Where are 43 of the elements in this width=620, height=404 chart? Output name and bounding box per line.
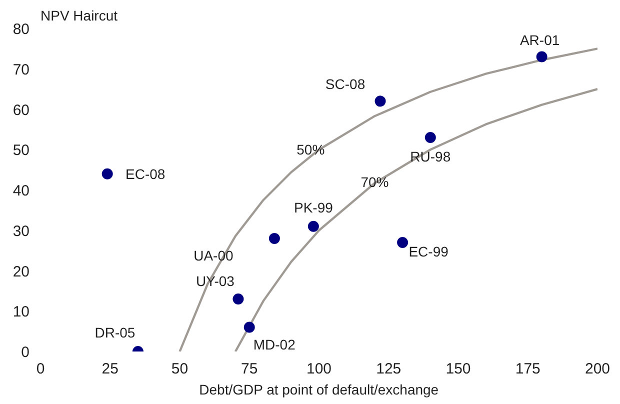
- point: [232, 294, 244, 305]
- y-tick-label: 50: [12, 142, 30, 160]
- point: [102, 168, 113, 180]
- x-tick-label: 200: [584, 360, 610, 378]
- annotation: RU-98: [410, 148, 451, 165]
- y-tick-label: 80: [12, 21, 30, 38]
- y-tick-label: 40: [12, 182, 30, 200]
- point: [424, 132, 436, 144]
- x-tick-label: 25: [102, 360, 118, 378]
- point: [536, 51, 548, 62]
- annotation: UA-00: [194, 247, 234, 264]
- y-tick-label: 30: [12, 222, 30, 240]
- annotation: MD-02: [253, 336, 296, 352]
- x-tick-label: 0: [36, 360, 45, 378]
- annotation: DR-05: [94, 324, 136, 340]
- point: [268, 232, 280, 244]
- annotation: EC-99: [408, 243, 449, 260]
- annotation: 50%: [296, 142, 325, 158]
- annotation: UY-03: [196, 273, 235, 290]
- point: [397, 236, 408, 248]
- point: [244, 322, 255, 333]
- annotation: 70%: [360, 174, 389, 190]
- y-tick-label: 70: [12, 61, 30, 78]
- x-tick-label: 100: [306, 360, 332, 378]
- y-tick-label: 20: [12, 263, 30, 280]
- line-series: [234, 88, 598, 352]
- point: [374, 96, 386, 107]
- y-tick-label: 10: [12, 304, 30, 321]
- x-tick-label: 75: [241, 360, 258, 378]
- annotation: EC-08: [126, 166, 166, 182]
- annotation: SC-08: [325, 76, 366, 92]
- point: [308, 220, 319, 232]
- annotation: PK-99: [294, 199, 334, 216]
- chart-title: NPV Haircut: [40, 8, 118, 24]
- annotation: AR-01: [520, 32, 560, 48]
- y-tick-label: 60: [12, 102, 30, 119]
- x-tick-label: 125: [376, 360, 402, 378]
- x-axis-title: Debt/GDP at point of default/exchange: [199, 382, 439, 398]
- y-tick-label: 0: [21, 344, 30, 361]
- x-tick-label: 150: [446, 360, 471, 378]
- line-series: [178, 48, 598, 352]
- x-tick-label: 50: [171, 360, 188, 378]
- x-tick-label: 175: [515, 360, 540, 378]
